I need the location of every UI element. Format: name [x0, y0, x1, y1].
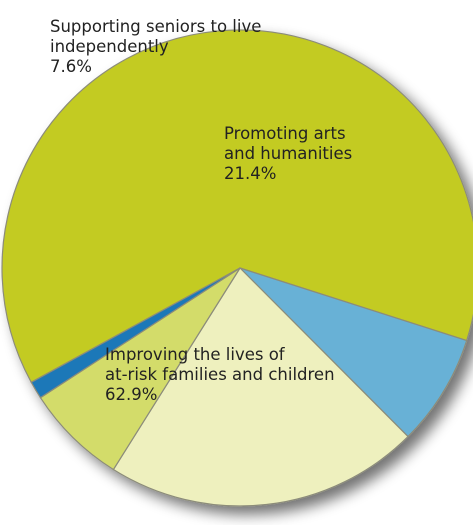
- pie-slice-3: [112, 267, 409, 507]
- slice-label-3-line-2: and humanities: [224, 144, 352, 163]
- slice-value-label-3: 21.4%: [224, 164, 276, 183]
- slice-value-label-1: 62.9%: [105, 385, 157, 404]
- slice-value-label-2: 7.6%: [50, 57, 92, 76]
- slice-label-2-line-2: independently: [50, 37, 169, 56]
- slice-label-1-line-2: at-risk families and children: [105, 365, 335, 384]
- slice-label-3-line-1: Promoting arts: [224, 124, 346, 143]
- pie-slices: [1, 29, 473, 507]
- pie-slice-1: [1, 29, 473, 384]
- slice-label-2-line-1: Supporting seniors to live: [50, 17, 261, 36]
- pie-slice-4: [39, 267, 241, 471]
- slice-label-1-line-1: Improving the lives of: [105, 345, 286, 364]
- pie-slice-5: [30, 267, 241, 399]
- pie-slice-2: [239, 267, 468, 438]
